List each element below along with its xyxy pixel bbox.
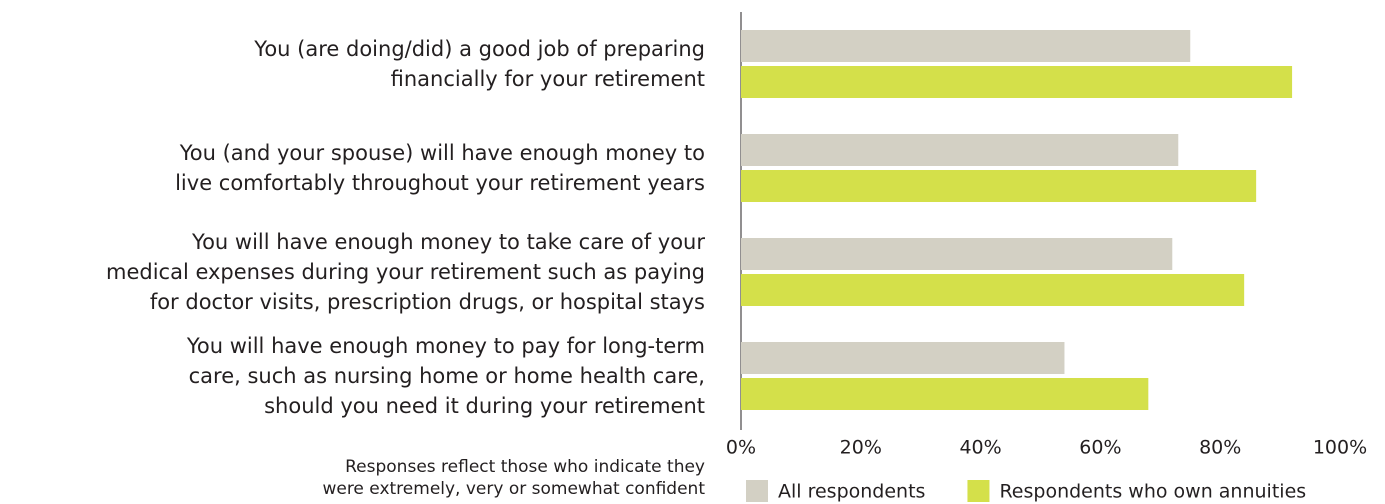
bar: [741, 378, 1149, 410]
bar: [741, 66, 1293, 98]
x-tick-label: 60%: [1079, 437, 1121, 459]
bar: [741, 274, 1245, 306]
x-tick-label: 0%: [726, 437, 756, 459]
category-label: You will have enough money to pay for lo…: [186, 334, 705, 418]
category-label: You will have enough money to take care …: [105, 230, 705, 314]
category-label: You (are doing/did) a good job of prepar…: [254, 37, 705, 91]
legend-label: Respondents who own annuities: [999, 481, 1306, 503]
legend-swatch: [967, 480, 990, 502]
category-label: You (and your spouse) will have enough m…: [175, 141, 705, 195]
x-tick-label: 100%: [1313, 437, 1367, 459]
bar: [741, 134, 1179, 166]
legend-label: All respondents: [778, 481, 925, 503]
bar: [741, 238, 1173, 270]
x-tick-label: 80%: [1199, 437, 1241, 459]
legend-swatch: [746, 480, 768, 502]
x-tick-label: 40%: [959, 437, 1001, 459]
bar: [741, 170, 1257, 202]
x-tick-label: 20%: [840, 437, 882, 459]
annotation: Responses reflect those who indicate the…: [322, 457, 705, 499]
bar: [741, 30, 1191, 62]
bar: [741, 342, 1065, 374]
